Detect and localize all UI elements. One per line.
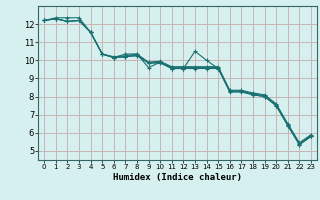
X-axis label: Humidex (Indice chaleur): Humidex (Indice chaleur) xyxy=(113,173,242,182)
